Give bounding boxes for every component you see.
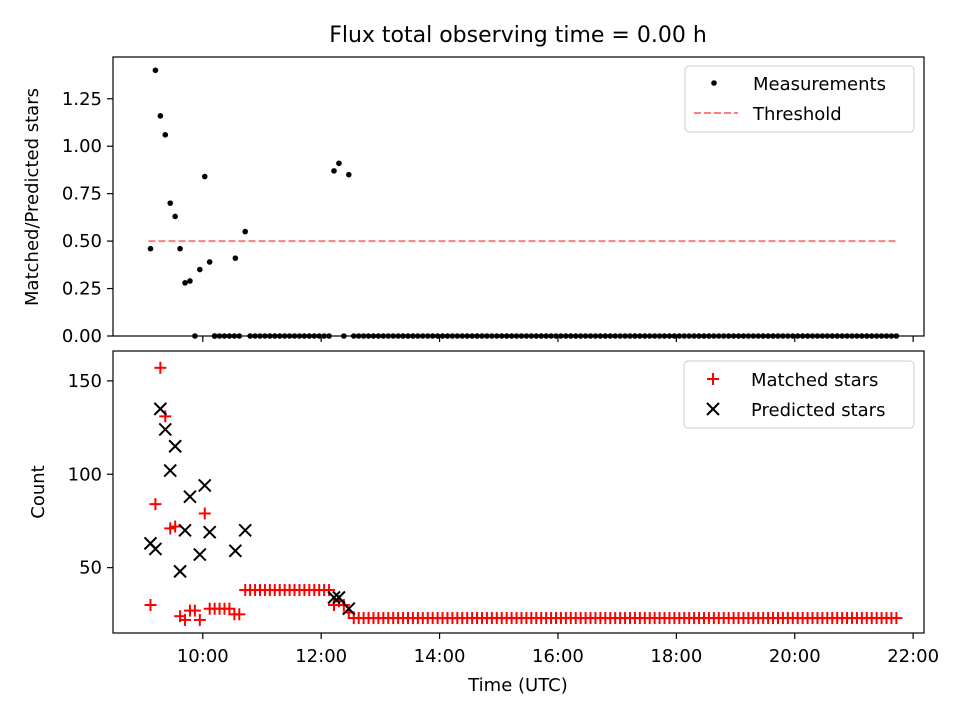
- top-y-tick-label: 1.00: [62, 136, 102, 157]
- top-y-axis-label: Matched/Predicted stars: [22, 88, 43, 306]
- bottom-axes-frame: [112, 350, 925, 634]
- top-legend: Measurements Threshold: [684, 65, 915, 133]
- bottom-y-axis-label: Count: [28, 465, 49, 518]
- bottom-y-tick-label: 50: [79, 558, 102, 579]
- measurement-point: [182, 280, 188, 286]
- x-tick-label: 20:00: [769, 646, 821, 667]
- legend-matched-label: Matched stars: [751, 370, 878, 391]
- top-y-tick-label: 0.75: [62, 184, 102, 205]
- top-y-tick-label: 0.50: [62, 231, 102, 252]
- top-legend-box: [684, 65, 915, 133]
- measurement-point: [201, 173, 208, 180]
- predicted-star-point: [342, 602, 356, 616]
- measurement-point: [232, 255, 239, 261]
- predicted-star-point: [332, 590, 346, 605]
- predicted-star-point: [153, 402, 168, 416]
- bottom-legend: Matched stars Predicted stars: [683, 360, 915, 429]
- predicted-star-point: [327, 590, 341, 605]
- chart-title: Flux total observing time = 0.00 h: [329, 23, 707, 48]
- measurement-point: [177, 245, 183, 252]
- bottom-panel: 50 100 150 10:00 12:00 14:00 16:00 18:00 20:00 2…: [28, 350, 939, 696]
- x-tick-label: 22:00: [887, 646, 939, 667]
- measurement-point: [187, 278, 193, 284]
- matched-star-point: [149, 498, 162, 511]
- predicted-star-point: [202, 525, 217, 539]
- top-y-tick-label: 0.00: [62, 326, 102, 347]
- measurement-point: [336, 160, 342, 167]
- matched-star-point: [198, 507, 211, 520]
- top-axes-frame: [112, 56, 925, 337]
- matched-star-point: [188, 604, 201, 617]
- measurement-point: [197, 266, 203, 273]
- matched-star-point: [159, 410, 172, 423]
- measurement-point: [157, 113, 164, 119]
- measurement-point: [331, 168, 337, 174]
- top-y-tick-label: 0.25: [62, 279, 102, 300]
- legend-predicted-label: Predicted stars: [751, 400, 885, 421]
- measurement-point: [152, 67, 159, 74]
- predicted-star-point: [168, 439, 182, 453]
- x-tick-label: 10:00: [177, 646, 229, 667]
- bottom-y-tick-label: 150: [68, 371, 102, 392]
- matched-star-point: [154, 361, 167, 374]
- measurement-point: [162, 132, 169, 138]
- predicted-star-point: [193, 547, 207, 562]
- legend-matched-marker: [707, 373, 719, 385]
- predicted-star-point: [158, 422, 172, 437]
- legend-predicted-marker: [706, 402, 720, 416]
- measurement-point: [172, 213, 178, 220]
- measurement-point: [147, 245, 154, 252]
- matched-star-point: [193, 613, 206, 626]
- predicted-star-point: [198, 478, 212, 493]
- matched-star-point: [323, 584, 336, 597]
- matched-star-point: [169, 520, 182, 533]
- measurement-point: [346, 171, 352, 178]
- predicted-star-point: [148, 542, 163, 556]
- legend-measurements-label: Measurements: [753, 74, 886, 95]
- matched-star-point: [233, 608, 246, 621]
- top-y-tick-label: 1.25: [62, 89, 102, 110]
- x-tick-label: 12:00: [295, 646, 347, 667]
- top-panel: Flux total observing time = 0.00 h 0.000…: [22, 23, 925, 347]
- matched-star-point: [890, 612, 903, 625]
- legend-measurements-marker: [711, 80, 717, 86]
- predicted-star-point: [238, 523, 252, 537]
- measurement-point: [167, 200, 174, 206]
- matched-star-point: [179, 613, 192, 626]
- bottom-legend-box: [683, 360, 915, 429]
- x-tick-label: 14:00: [414, 646, 466, 667]
- bottom-x-ticks: 10:00 12:00 14:00 16:00 18:00 20:00 22:00: [177, 633, 939, 667]
- bottom-plot-area: [143, 361, 903, 626]
- predicted-star-point: [183, 489, 197, 504]
- measurement-point: [242, 228, 249, 235]
- predicted-star-point: [173, 564, 187, 579]
- bottom-y-tick-label: 100: [68, 464, 102, 485]
- x-axis-label: Time (UTC): [467, 675, 568, 696]
- legend-threshold-label: Threshold: [752, 104, 842, 125]
- bottom-y-ticks: 50 100 150: [68, 371, 113, 579]
- predicted-star-point: [178, 523, 192, 537]
- x-tick-label: 16:00: [532, 646, 584, 667]
- predicted-star-point: [163, 463, 177, 478]
- predicted-star-point: [228, 544, 243, 558]
- top-y-ticks: 0.00 0.25 0.50 0.75 1.00 1.25: [62, 89, 113, 347]
- x-tick-label: 18:00: [650, 646, 702, 667]
- matched-star-point: [144, 598, 157, 611]
- measurement-point: [206, 259, 213, 265]
